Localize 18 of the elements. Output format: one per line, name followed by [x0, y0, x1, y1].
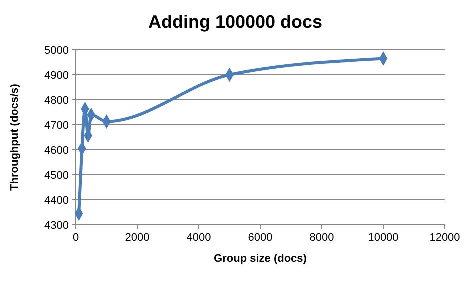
y-tick-label: 4500 [44, 170, 69, 182]
y-axis-title: Throughput (docs/s) [9, 84, 21, 191]
y-tick-label: 4300 [44, 220, 69, 232]
y-tick-label: 5000 [44, 44, 69, 57]
y-tick-label: 4400 [44, 194, 69, 207]
x-tick-label: 6000 [248, 232, 273, 244]
y-tick-label: 4900 [44, 70, 69, 82]
y-tick-label: 4600 [44, 144, 69, 157]
x-tick-label: 12000 [430, 232, 460, 244]
chart-title: Adding 100000 docs [148, 12, 323, 32]
x-tick-label: 10000 [368, 232, 399, 244]
y-tick-label: 4800 [44, 94, 69, 107]
x-axis-title: Group size (docs) [214, 253, 308, 265]
x-tick-label: 4000 [186, 232, 212, 244]
x-tick-label: 8000 [310, 232, 334, 244]
x-tick-label: 0 [72, 232, 80, 244]
x-tick-label: 2000 [125, 232, 150, 244]
y-tick-label: 4700 [44, 120, 69, 132]
